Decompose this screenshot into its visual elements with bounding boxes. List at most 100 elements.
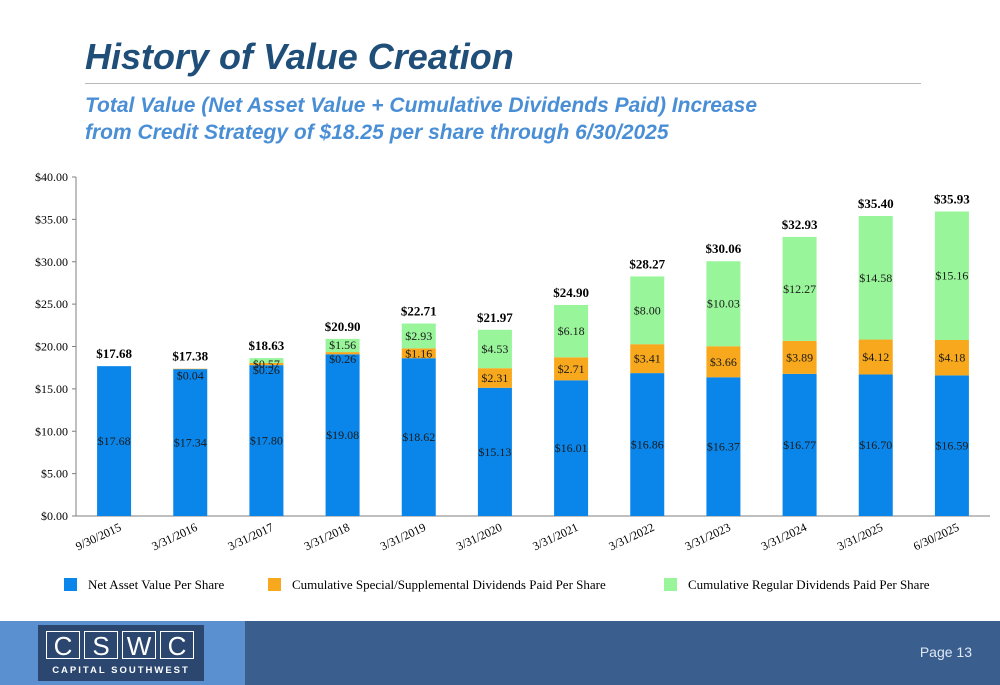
bar-segment-regular <box>782 236 817 341</box>
data-label-special: $0.26 <box>253 363 280 377</box>
bar-segment-special <box>325 352 360 355</box>
bar-segment-special <box>554 357 589 381</box>
total-label: $17.68 <box>96 346 132 361</box>
data-label-nav: $16.01 <box>555 441 588 455</box>
data-label-regular: $12.27 <box>783 282 816 296</box>
data-label-regular: $4.53 <box>481 342 508 356</box>
data-label-special: $2.31 <box>481 371 508 385</box>
bar-segment-nav <box>249 365 284 516</box>
total-label: $20.90 <box>325 319 361 334</box>
legend-label: Cumulative Regular Dividends Paid Per Sh… <box>688 577 930 592</box>
logo-letter: W <box>122 631 156 660</box>
data-label-regular: $6.18 <box>558 324 585 338</box>
data-label-regular: $8.00 <box>634 303 661 317</box>
y-tick-label: $15.00 <box>35 382 68 396</box>
data-label-special: $4.18 <box>938 351 965 365</box>
data-label-special: $4.12 <box>862 350 889 364</box>
logo-letter: C <box>160 631 194 660</box>
data-label-special: $3.41 <box>634 352 661 366</box>
data-label-nav: $18.62 <box>402 430 435 444</box>
bar-segment-nav <box>97 366 132 516</box>
y-tick-label: $40.00 <box>35 170 68 184</box>
bar-segment-regular <box>630 276 665 345</box>
legend-label: Cumulative Special/Supplemental Dividend… <box>292 577 606 592</box>
bar-segment-nav <box>173 369 208 516</box>
total-label: $28.27 <box>629 256 665 271</box>
bar-segment-special <box>173 368 208 370</box>
data-label-regular: $15.16 <box>935 269 968 283</box>
legend-label: Net Asset Value Per Share <box>88 577 224 592</box>
bar-segment-regular <box>706 261 741 347</box>
page-number: Page 13 <box>919 644 972 660</box>
data-label-regular: $14.58 <box>859 271 892 285</box>
bar-segment-nav <box>934 375 969 516</box>
bar-segment-special <box>249 362 284 366</box>
bar-segment-special <box>477 368 512 388</box>
bar-segment-nav <box>554 380 589 516</box>
x-tick-label: 3/31/2019 <box>378 520 428 553</box>
total-label: $35.93 <box>934 191 970 206</box>
bar-segment-special <box>858 339 893 375</box>
bar-segment-regular <box>858 215 893 340</box>
total-label: $22.71 <box>401 304 437 319</box>
legend-swatch <box>268 578 281 591</box>
data-label-nav: $15.13 <box>478 445 511 459</box>
x-tick-label: 3/31/2016 <box>149 520 199 553</box>
bar-segment-special <box>401 348 436 359</box>
x-tick-label: 3/31/2025 <box>835 520 885 553</box>
data-label-special: $3.89 <box>786 350 813 364</box>
page-title: History of Value Creation <box>85 36 514 77</box>
logo-letter: C <box>46 631 80 660</box>
bar-segment-regular <box>401 323 436 349</box>
bar-segment-nav <box>325 354 360 516</box>
logo-letter: S <box>84 631 118 660</box>
total-label: $21.97 <box>477 310 513 325</box>
bar-segment-regular <box>477 329 512 369</box>
bar-segment-nav <box>477 387 512 516</box>
data-label-nav: $17.68 <box>98 434 131 448</box>
logo-letters: C S W C <box>46 631 194 660</box>
bar-segment-regular <box>249 358 284 363</box>
bar-segment-regular <box>325 338 360 353</box>
data-label-nav: $16.70 <box>859 438 892 452</box>
y-tick-label: $25.00 <box>35 297 68 311</box>
data-label-nav: $17.80 <box>250 434 283 448</box>
x-tick-label: 6/30/2025 <box>911 520 961 553</box>
data-label-special: $3.66 <box>710 355 737 369</box>
x-tick-label: 3/31/2022 <box>606 520 656 553</box>
bar-segment-nav <box>782 373 817 516</box>
bar-segment-nav <box>706 377 741 516</box>
company-logo: C S W C CAPITAL SOUTHWEST <box>38 625 204 681</box>
logo-tagline: CAPITAL SOUTHWEST <box>52 665 190 676</box>
stacked-bar-chart: $0.00 $5.00 $10.00 $15.00 $20.00 $25.00 $30.00… <box>35 170 990 592</box>
page-subtitle: Total Value (Net Asset Value + Cumulativ… <box>85 92 757 146</box>
data-label-nav: $16.77 <box>783 438 816 452</box>
x-tick-label: 9/30/2015 <box>73 520 123 553</box>
bar-segment-nav <box>630 373 665 516</box>
data-label-regular: $10.03 <box>707 297 740 311</box>
legend-swatch <box>664 578 677 591</box>
x-tick-label: 3/31/2020 <box>454 520 504 553</box>
subtitle-line-1: Total Value (Net Asset Value + Cumulativ… <box>85 94 758 117</box>
bar-segment-special <box>706 346 741 378</box>
x-tick-label: 3/31/2023 <box>683 520 733 553</box>
bar-segment-regular <box>554 304 589 358</box>
y-tick-label: $10.00 <box>35 424 68 438</box>
data-label-regular: $0.57 <box>253 357 280 371</box>
data-label-regular: $1.56 <box>329 338 356 352</box>
bar-segment-nav <box>858 374 893 516</box>
y-tick-label: $20.00 <box>35 340 68 354</box>
y-tick-label: $35.00 <box>35 212 68 226</box>
total-label: $35.40 <box>858 196 894 211</box>
x-tick-label: 3/31/2018 <box>302 520 352 553</box>
total-label: $30.06 <box>706 241 742 256</box>
footer-left-panel: C S W C CAPITAL SOUTHWEST <box>0 621 245 685</box>
bar-segment-regular <box>934 211 969 340</box>
y-tick-label: $5.00 <box>41 467 68 481</box>
bar-segment-special <box>630 344 665 374</box>
bar-segment-special <box>782 340 817 374</box>
legend-swatch <box>64 578 77 591</box>
data-label-special: $2.71 <box>558 362 585 376</box>
bar-segment-nav <box>401 358 436 516</box>
bar-segment-special <box>934 339 969 376</box>
